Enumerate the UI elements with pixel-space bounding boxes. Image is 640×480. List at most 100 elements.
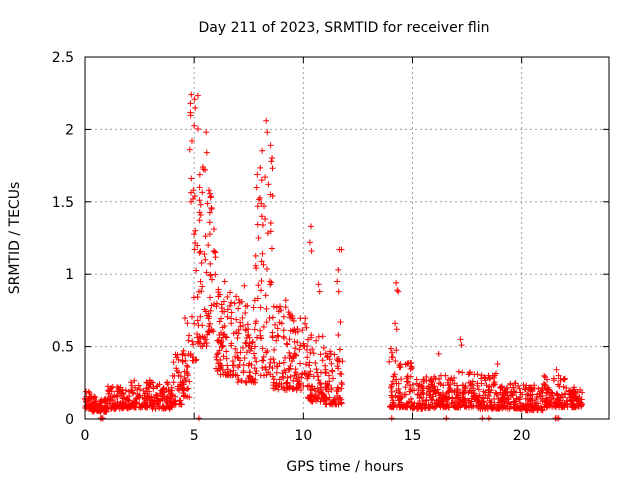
x-axis-title: GPS time / hours	[286, 459, 403, 475]
data-point	[207, 194, 214, 201]
data-point	[557, 377, 564, 384]
data-point	[518, 404, 525, 411]
data-point	[187, 109, 194, 116]
data-point	[263, 366, 270, 373]
data-point	[207, 271, 214, 278]
data-point	[190, 341, 197, 348]
data-point	[394, 287, 401, 294]
data-point	[188, 175, 195, 182]
data-point	[203, 269, 210, 276]
data-point	[160, 392, 167, 399]
data-point	[189, 338, 196, 345]
y-tick-label: 1.5	[52, 195, 74, 211]
data-point	[171, 398, 178, 405]
data-point	[194, 317, 201, 324]
data-point	[163, 403, 170, 410]
data-point	[315, 281, 322, 288]
data-point	[166, 404, 173, 411]
data-point	[219, 342, 226, 349]
data-point	[436, 392, 443, 399]
data-point	[309, 346, 316, 353]
data-point	[202, 166, 209, 173]
data-point	[157, 390, 164, 397]
data-point	[274, 325, 281, 332]
data-point	[253, 367, 260, 374]
data-point	[555, 415, 562, 422]
data-point	[149, 405, 156, 412]
data-point	[263, 349, 270, 356]
data-point	[217, 360, 224, 367]
data-point	[337, 395, 344, 402]
data-point	[559, 402, 566, 409]
data-point	[258, 177, 265, 184]
data-point	[268, 279, 275, 286]
data-point	[284, 341, 291, 348]
data-point	[331, 351, 338, 358]
data-point	[236, 357, 243, 364]
data-point	[522, 395, 529, 402]
data-point	[278, 307, 285, 314]
data-point	[475, 399, 482, 406]
data-point	[404, 378, 411, 385]
data-point	[504, 400, 511, 407]
data-point	[480, 398, 487, 405]
data-point	[297, 387, 304, 394]
data-point	[546, 394, 553, 401]
data-point	[144, 404, 151, 411]
data-point	[398, 394, 405, 401]
data-point	[196, 249, 203, 256]
data-point	[338, 379, 345, 386]
data-point	[255, 196, 262, 203]
data-point	[132, 384, 139, 391]
data-point	[334, 363, 341, 370]
data-point	[549, 404, 556, 411]
data-point	[490, 382, 497, 389]
data-point	[526, 400, 533, 407]
data-point	[468, 389, 475, 396]
data-point	[501, 403, 508, 410]
data-point	[562, 390, 569, 397]
data-point	[307, 393, 314, 400]
data-point	[390, 404, 397, 411]
data-point	[294, 339, 301, 346]
y-tick-label: 2	[65, 122, 74, 138]
data-point	[104, 405, 111, 412]
data-point	[334, 384, 341, 391]
data-point	[316, 288, 323, 295]
data-point	[545, 387, 552, 394]
data-point	[220, 331, 227, 338]
data-point	[402, 391, 409, 398]
data-point	[196, 171, 203, 178]
data-point	[397, 396, 403, 403]
data-point	[86, 389, 93, 396]
x-tick-label: 20	[513, 428, 531, 444]
data-point	[325, 382, 332, 389]
data-point	[214, 351, 221, 358]
data-point	[286, 336, 293, 343]
data-point	[260, 353, 267, 360]
data-point	[523, 382, 530, 389]
data-point	[230, 367, 237, 374]
data-point	[440, 382, 447, 389]
data-point	[317, 398, 324, 405]
data-point	[260, 323, 267, 330]
data-point	[162, 405, 169, 412]
data-point	[186, 332, 193, 339]
data-point	[185, 337, 192, 344]
data-point	[478, 380, 485, 387]
data-point	[497, 397, 504, 404]
data-point	[304, 354, 311, 361]
data-point	[208, 206, 215, 213]
data-point	[269, 329, 276, 336]
data-point	[236, 299, 243, 306]
data-point	[531, 404, 538, 411]
data-point	[180, 347, 187, 354]
data-point	[406, 398, 413, 405]
data-point	[485, 372, 492, 379]
data-point	[174, 383, 181, 390]
data-point	[118, 389, 125, 396]
data-point	[577, 399, 584, 406]
data-point	[407, 373, 414, 380]
data-point	[104, 405, 111, 412]
data-point	[194, 293, 201, 300]
